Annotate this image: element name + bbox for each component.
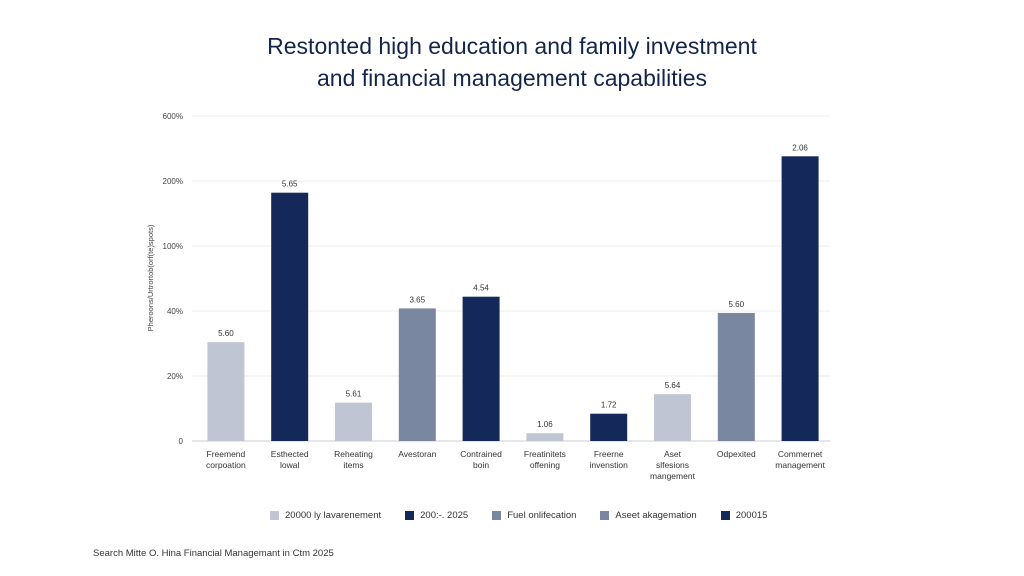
bar-value-label: 5.60 — [729, 300, 745, 309]
bar — [654, 394, 691, 441]
y-tick-label: 100% — [163, 242, 183, 251]
x-tick-label: Aset slfesions mangement — [650, 449, 696, 481]
legend-label: Aseet akagemation — [615, 509, 697, 521]
bar — [207, 342, 245, 441]
x-tick-label: Reheating items — [334, 449, 373, 470]
bar-value-label: 3.65 — [410, 295, 426, 304]
bar-value-label: 5.60 — [218, 329, 234, 338]
source-note: Search Mitte O. Hina Financial Manageman… — [93, 548, 334, 559]
x-tick-label: Avestoran — [398, 449, 436, 459]
bar-value-label: 5.61 — [346, 390, 362, 399]
x-tick-label: Freatinitets offening — [524, 449, 566, 470]
chart-title-line-1: Restonted high education and family inve… — [267, 33, 757, 59]
legend-item: Fuel onlifecation — [492, 510, 576, 521]
bar — [781, 156, 819, 442]
bar-value-label: 1.06 — [537, 420, 553, 429]
y-tick-label: 20% — [167, 372, 183, 381]
bar-value-label: 4.54 — [473, 284, 489, 293]
x-tick-label: Contrained boin — [460, 449, 502, 470]
legend-item: 200:-. 2025 — [405, 510, 468, 521]
legend-label: 200:-. 2025 — [420, 509, 469, 521]
bar — [271, 192, 309, 441]
y-tick-label: 40% — [167, 307, 183, 316]
bar-value-label: 5.64 — [665, 381, 681, 390]
x-tick-label: Freerne invenstion — [590, 449, 629, 470]
x-tick-label: Odpexited — [717, 449, 756, 459]
y-axis-label: Pheroons/Urtrortob(orf(te)spots) — [146, 224, 155, 331]
y-tick-label: 200% — [163, 177, 183, 186]
chart-title: Restonted high education and family inve… — [0, 30, 1024, 94]
x-tick-label: Commernet management — [775, 449, 825, 470]
legend-swatch — [405, 510, 415, 520]
bar — [717, 312, 755, 441]
legend-label: 20000 ly lavarenement — [285, 509, 382, 521]
bar — [335, 402, 372, 441]
legend-swatch — [270, 510, 279, 520]
x-tick-label: Esthected lowal — [271, 449, 309, 470]
legend-item: 200015 — [720, 509, 768, 521]
y-tick-label: 600% — [163, 112, 183, 121]
legend-item: 20000 ly lavarenement — [270, 510, 381, 521]
bar — [398, 308, 436, 441]
bar-value-label: 1.72 — [601, 401, 617, 410]
legend-label: Fuel onlifecation — [507, 509, 577, 521]
bar-value-label: 2.06 — [792, 143, 808, 152]
bar — [590, 413, 628, 441]
legend-swatch — [600, 510, 610, 520]
bar — [462, 296, 500, 441]
x-tick-label: Freemend corpoation — [206, 449, 246, 470]
y-tick-label: 0 — [179, 437, 184, 446]
legend-swatch — [720, 510, 730, 520]
legend-item: Aseet akagemation — [600, 509, 697, 521]
bar — [526, 433, 564, 441]
chart-title-line-2: and financial management capabilities — [317, 65, 707, 91]
legend-label: 200015 — [735, 509, 768, 521]
legend-swatch — [492, 510, 502, 520]
chart-legend: 20000 ly lavarenement 200:-. 2025 Fuel onl… — [270, 506, 790, 524]
bar-value-label: 5.65 — [282, 180, 298, 189]
